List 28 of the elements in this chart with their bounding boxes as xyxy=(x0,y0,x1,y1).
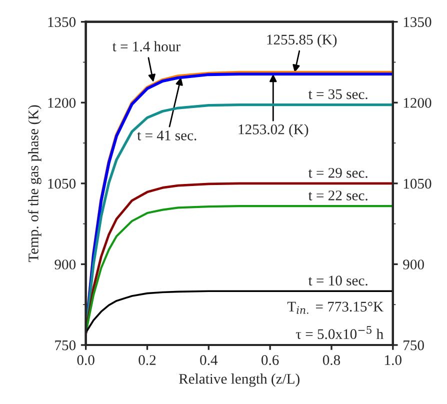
annotation: t = 1.4 hour xyxy=(112,41,180,52)
x-axis-title: Relative length (z/L) xyxy=(179,374,300,387)
annotation: 1255.85 (K) xyxy=(267,34,337,48)
x-tick-label: 0.6 xyxy=(262,355,279,366)
series-label: t = 29 sec. xyxy=(308,168,368,178)
annotation: T$_{in.}$ = 773.15°K xyxy=(287,302,384,314)
y-tick-label: 750 xyxy=(55,340,76,350)
annotation: τ = 5.0x10$^{−5}$ h xyxy=(296,326,384,340)
y2-tick-label: 900 xyxy=(403,260,424,270)
x-tick-label: 0.2 xyxy=(138,355,156,366)
y-tick-label: 900 xyxy=(54,260,76,270)
y2-tick-label: 1050 xyxy=(404,178,432,189)
y-tick-label: 1350 xyxy=(48,17,76,28)
x-tick-label: 0.0 xyxy=(77,355,94,366)
y-axis-title: Temp. of the gas phase (K) xyxy=(28,105,42,262)
series-label: t = 22 sec. xyxy=(308,190,368,200)
y2-tick-label: 750 xyxy=(404,340,424,350)
x-tick-label: 0.4 xyxy=(200,355,218,366)
series-label: t = 10 sec. xyxy=(308,276,368,286)
x-tick-label: 0.8 xyxy=(322,355,340,366)
y-tick-label: 1050 xyxy=(48,178,76,189)
annotation: 1253.02 (K) xyxy=(238,124,308,138)
annotation: t = 41 sec. xyxy=(137,130,196,140)
x-tick-label: 1.0 xyxy=(385,355,402,366)
y2-tick-label: 1350 xyxy=(404,17,432,28)
y2-tick-label: 1200 xyxy=(404,98,432,108)
y-tick-label: 1200 xyxy=(48,98,76,108)
series-label: t = 35 sec. xyxy=(308,89,368,100)
